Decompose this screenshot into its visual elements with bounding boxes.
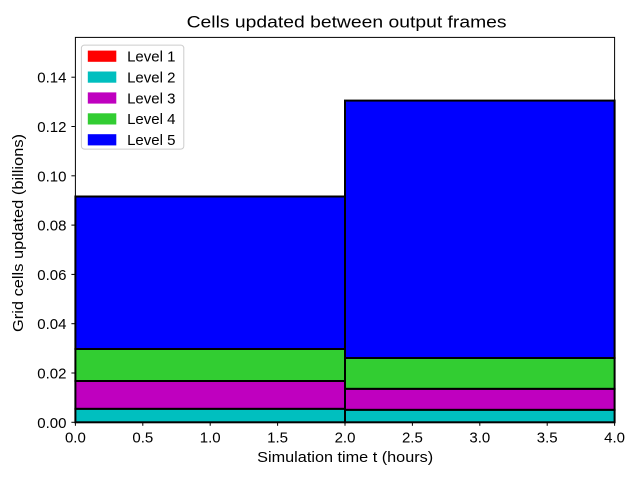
svg-text:Level 4: Level 4 bbox=[127, 111, 175, 128]
svg-text:0.14: 0.14 bbox=[37, 70, 66, 87]
svg-text:0.02: 0.02 bbox=[37, 366, 66, 383]
svg-text:4.0: 4.0 bbox=[604, 430, 625, 447]
svg-text:Level 2: Level 2 bbox=[127, 69, 175, 86]
svg-text:2.0: 2.0 bbox=[335, 430, 356, 447]
svg-text:Level 5: Level 5 bbox=[127, 132, 175, 149]
svg-text:Grid cells updated (billions): Grid cells updated (billions) bbox=[10, 134, 27, 332]
svg-text:1.5: 1.5 bbox=[267, 430, 288, 447]
svg-text:0.5: 0.5 bbox=[132, 430, 153, 447]
svg-text:0.12: 0.12 bbox=[37, 119, 66, 136]
svg-text:3.0: 3.0 bbox=[469, 430, 490, 447]
svg-text:0.04: 0.04 bbox=[37, 316, 66, 333]
svg-text:3.5: 3.5 bbox=[537, 430, 558, 447]
svg-text:2.5: 2.5 bbox=[402, 430, 423, 447]
svg-text:0.00: 0.00 bbox=[37, 415, 66, 432]
svg-text:0.08: 0.08 bbox=[37, 218, 66, 235]
svg-text:0.06: 0.06 bbox=[37, 267, 66, 284]
svg-text:Cells updated between output f: Cells updated between output frames bbox=[187, 13, 507, 32]
svg-text:0.0: 0.0 bbox=[65, 430, 86, 447]
svg-text:Level 1: Level 1 bbox=[127, 49, 175, 66]
svg-text:Level 3: Level 3 bbox=[127, 90, 175, 107]
svg-text:Simulation time t (hours): Simulation time t (hours) bbox=[257, 449, 433, 466]
svg-text:0.10: 0.10 bbox=[37, 168, 66, 185]
svg-text:1.0: 1.0 bbox=[200, 430, 221, 447]
